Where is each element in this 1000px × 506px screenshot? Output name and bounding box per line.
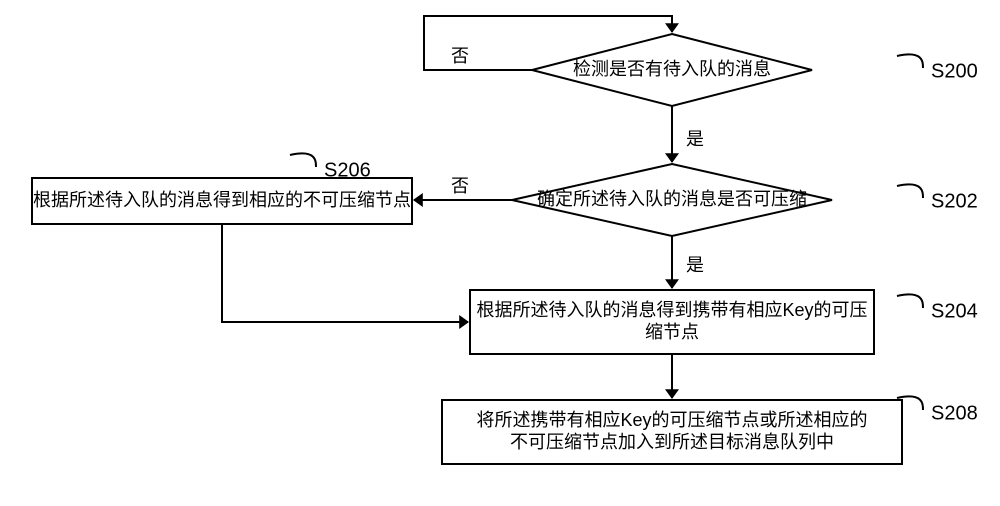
- edge-loop_no-label: 否: [451, 46, 469, 66]
- node-s208-text-1: 不可压缩节点加入到所述目标消息队列中: [510, 432, 834, 452]
- flowchart: 否是否是检测是否有待入队的消息S200确定所述待入队的消息是否可压缩S202根据…: [0, 0, 1000, 506]
- step-s200-label: S200: [931, 60, 978, 82]
- step-s206-curve: [290, 153, 316, 167]
- edge-s200_s202-label: 是: [686, 129, 704, 149]
- edge-s202_s206-label: 否: [451, 176, 469, 196]
- step-s200-curve: [897, 54, 923, 68]
- step-s202-curve: [897, 184, 923, 198]
- node-s206-text: 根据所述待入队的消息得到相应的不可压缩节点: [33, 190, 411, 210]
- step-s206-label: S206: [324, 159, 371, 181]
- step-s204-curve: [897, 294, 923, 308]
- node-s200-text: 检测是否有待入队的消息: [573, 59, 771, 79]
- node-s208-text-0: 将所述携带有相应Key的可压缩节点或所述相应的: [476, 410, 867, 430]
- edge-s206_s204: [222, 224, 468, 322]
- step-s204-label: S204: [931, 300, 978, 322]
- node-s202-text: 确定所述待入队的消息是否可压缩: [537, 189, 807, 209]
- edge-s202_s204-label: 是: [686, 255, 704, 275]
- step-s202-label: S202: [931, 190, 978, 212]
- node-s204-text-1: 缩节点: [645, 322, 699, 342]
- node-s204-text-0: 根据所述待入队的消息得到携带有相应Key的可压: [476, 300, 867, 320]
- step-s208-label: S208: [931, 402, 978, 424]
